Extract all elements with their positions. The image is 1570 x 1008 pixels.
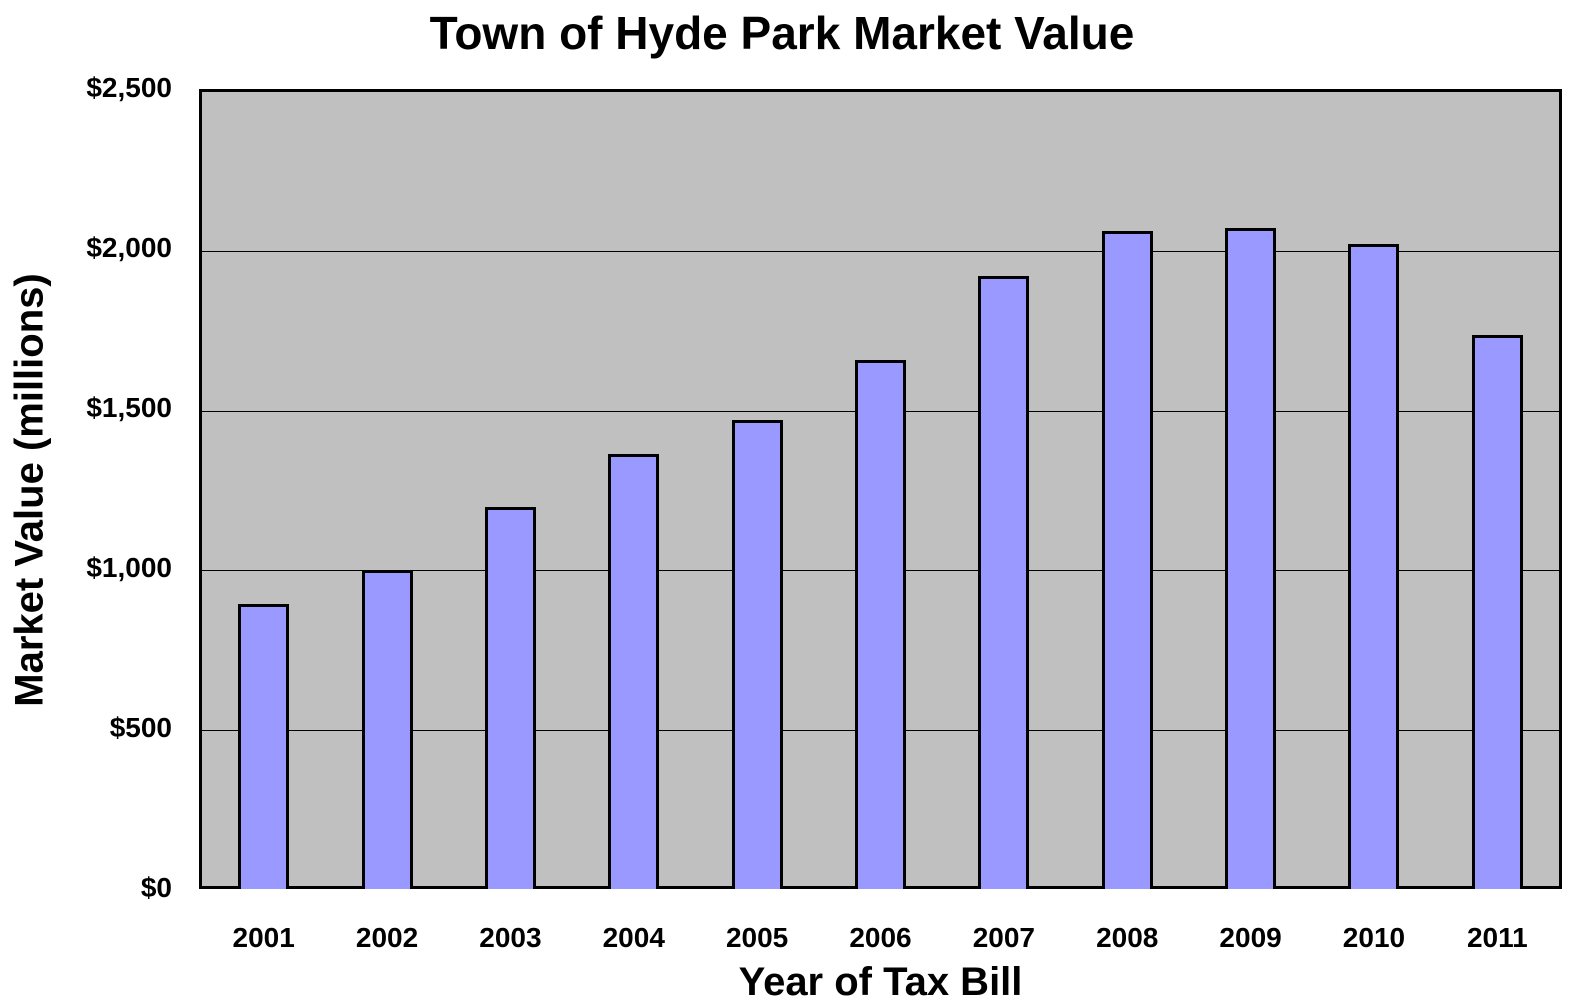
chart-title-text: Town of Hyde Park Market Value xyxy=(429,7,1135,59)
x-tick-label: 2010 xyxy=(1342,922,1406,953)
x-tick-label: 2002 xyxy=(355,922,419,953)
bar-2004 xyxy=(608,454,660,889)
y-tick-label: $1,000 xyxy=(86,552,172,583)
y-tick-label: $0 xyxy=(140,872,172,903)
x-axis-label: Year of Tax Bill xyxy=(738,960,1023,1004)
y-tick-label: $500 xyxy=(109,712,172,743)
x-tick-label: 2009 xyxy=(1219,922,1282,953)
bar-2008 xyxy=(1101,230,1153,889)
bar-2003 xyxy=(484,507,536,889)
y-tick-label: $2,500 xyxy=(86,72,172,103)
x-tick-label: 2006 xyxy=(849,922,912,953)
gridline xyxy=(202,251,1559,253)
bar-2007 xyxy=(978,275,1030,889)
y-tick-label: $2,000 xyxy=(86,232,172,263)
y-axis-label: Market Value (millions) xyxy=(7,273,52,707)
x-tick-label: 2007 xyxy=(972,922,1035,953)
bar-2005 xyxy=(731,420,783,889)
chart-title: Town of Hyde Park Market Value xyxy=(0,6,1570,60)
bar-2002 xyxy=(361,569,413,889)
bar-2006 xyxy=(855,360,906,889)
y-tick-label: $1,500 xyxy=(86,392,172,423)
bar-2001 xyxy=(238,603,290,889)
bar-2009 xyxy=(1225,227,1277,889)
x-tick-label: 2003 xyxy=(479,922,542,953)
x-tick-label: 2001 xyxy=(232,922,295,953)
bar-2010 xyxy=(1348,243,1400,889)
x-tick-label: 2008 xyxy=(1096,922,1159,953)
x-tick-label: 2004 xyxy=(602,922,665,953)
x-tick-label: 2011 xyxy=(1466,922,1528,953)
x-tick-label: 2005 xyxy=(725,922,789,953)
bar-2011 xyxy=(1471,335,1523,889)
plot-area xyxy=(199,89,1562,889)
